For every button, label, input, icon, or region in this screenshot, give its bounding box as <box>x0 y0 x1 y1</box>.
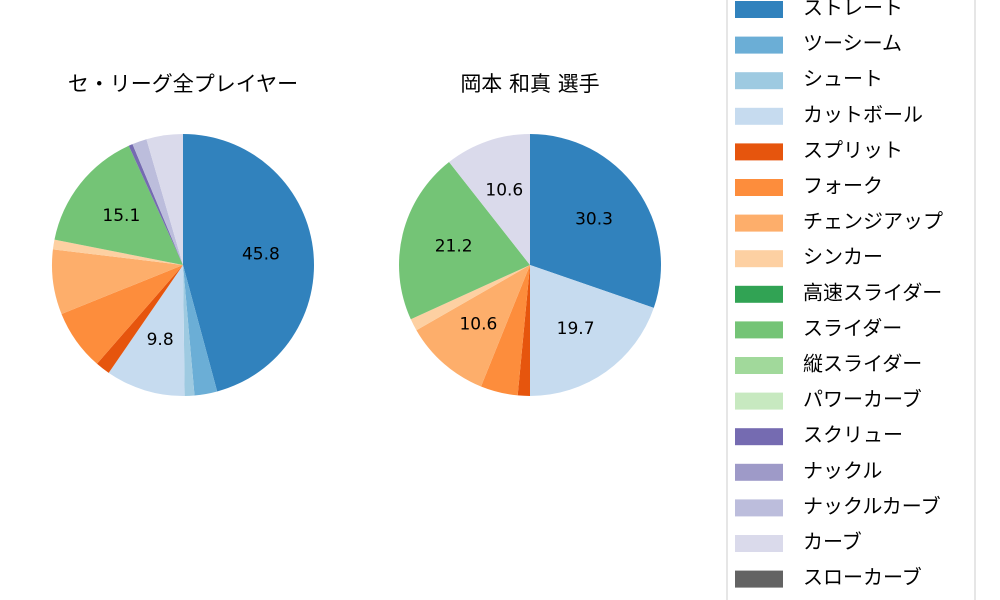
pie-slice <box>54 145 183 265</box>
pie-slice <box>61 265 183 364</box>
pie-slice <box>132 139 183 265</box>
pie-slice <box>52 239 184 265</box>
legend-swatch <box>735 214 783 232</box>
data-label: 45.8 <box>242 245 280 265</box>
legend-label: ツーシーム <box>803 31 902 55</box>
legend-label: 縦スライダー <box>803 352 922 376</box>
pie-slice <box>530 265 654 396</box>
legend-label: ストレート <box>803 0 903 20</box>
data-label: 10.6 <box>485 181 523 201</box>
legend-label: スローカーブ <box>803 565 922 589</box>
legend-swatch <box>735 535 783 552</box>
legend-swatch <box>735 72 783 90</box>
legend-label: ナックル <box>803 458 882 482</box>
pie-slice <box>108 265 185 397</box>
data-label: 15.1 <box>102 206 140 226</box>
legend-swatch <box>735 392 783 410</box>
legend-swatch <box>735 1 783 18</box>
legend-swatch <box>735 428 783 446</box>
pie-slice <box>416 265 530 387</box>
pie-slice <box>51 249 183 314</box>
legend-label: チェンジアップ <box>803 209 943 233</box>
legend-swatch <box>735 570 783 588</box>
legend-swatch <box>735 321 783 339</box>
legend-label: カットボール <box>803 102 923 126</box>
pie-slice <box>410 265 530 331</box>
pie-slice <box>530 134 661 308</box>
pie-slice <box>146 134 183 265</box>
pie-slice <box>517 265 530 396</box>
legend-label: スプリット <box>803 138 903 162</box>
legend-label: パワーカーブ <box>803 387 922 411</box>
legend-label: フォーク <box>803 174 883 198</box>
data-label: 10.6 <box>459 314 497 334</box>
legend-label: スクリュー <box>803 423 903 447</box>
legend-swatch <box>735 179 783 196</box>
chart-title: 岡本 和真 選手 <box>460 72 599 96</box>
legend-swatch <box>735 499 783 517</box>
legend-label: 高速スライダー <box>803 280 942 304</box>
legend-label: シンカー <box>803 245 883 269</box>
pie-slice <box>399 161 530 320</box>
legend-swatch <box>735 285 783 303</box>
pie-slice <box>183 134 314 392</box>
pie-slice <box>449 134 530 265</box>
chart-title: セ・リーグ全プレイヤー <box>68 72 298 96</box>
legend-label: スライダー <box>803 316 902 340</box>
data-label: 21.2 <box>435 236 473 256</box>
legend-swatch <box>735 107 783 125</box>
legend-swatch <box>735 36 783 54</box>
pie-slice <box>183 265 218 396</box>
pie-slice <box>183 265 195 396</box>
pie-slice <box>96 265 183 373</box>
data-label: 19.7 <box>557 319 595 339</box>
pie-slice <box>481 265 530 396</box>
data-label: 30.3 <box>575 209 613 229</box>
legend-label: ナックルカーブ <box>803 494 941 518</box>
legend-swatch <box>735 250 783 268</box>
legend-label: カーブ <box>803 530 862 554</box>
legend-label: シュート <box>803 67 883 91</box>
pie-slice <box>128 144 183 265</box>
legend-swatch <box>735 357 783 374</box>
legend-swatch <box>735 143 783 161</box>
data-label: 9.8 <box>147 330 174 350</box>
legend-swatch <box>735 463 783 481</box>
